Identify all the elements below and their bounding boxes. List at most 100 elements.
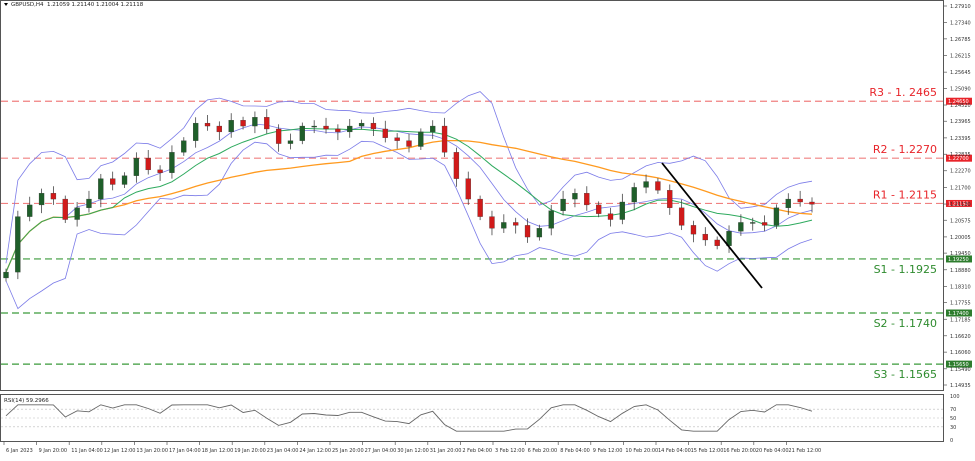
price-tick-label: 1.20575: [950, 218, 971, 224]
price-tick-label: 1.18880: [950, 268, 971, 274]
candle: [643, 181, 649, 188]
time-tick-label: 20 Feb 04:00: [756, 448, 789, 454]
candle: [441, 125, 448, 153]
candle: [524, 225, 531, 238]
time-tick-label: 31 Jan 20:00: [430, 448, 462, 454]
candle: [264, 117, 270, 130]
support-resistance-levels: R3 - 1. 2465 1.24650 R2 - 1.2270 1.22700 R1 …: [1, 86, 972, 381]
candle: [607, 213, 614, 220]
candlesticks: [3, 109, 815, 282]
candle: [560, 198, 566, 211]
time-tick-label: 25 Jan 20:00: [332, 448, 364, 454]
candle: [738, 222, 744, 232]
time-tick-label: 6 Jan 2023: [6, 448, 33, 454]
candle: [110, 178, 116, 185]
price-tick-label: 1.26785: [950, 37, 971, 43]
candle: [3, 271, 9, 279]
candle: [121, 175, 128, 185]
time-tick-label: 17 Jan 04:00: [169, 448, 201, 454]
collapse-triangle-icon[interactable]: [4, 3, 8, 6]
time-tick-label: 9 Feb 12:00: [593, 448, 623, 454]
time-tick-label: 6 Feb 20:00: [528, 448, 558, 454]
rsi-tick-label: 30: [950, 425, 956, 431]
trendline: [661, 162, 763, 289]
svg-text:1.24650: 1.24650: [948, 99, 969, 105]
candle: [86, 198, 92, 208]
candle: [15, 216, 21, 273]
price-tick-label: 1.21130: [950, 202, 971, 208]
svg-text:1.21150: 1.21150: [948, 201, 969, 207]
rsi-line: [5, 404, 813, 432]
level-label-r2: R2 - 1.2270: [873, 143, 937, 156]
rsi-tick-label: 70: [950, 407, 956, 413]
level-label-s1: S1 - 1.1925: [874, 263, 937, 276]
price-tag-s3: [946, 360, 972, 368]
candle: [74, 207, 80, 220]
main-pane-frame: [0, 0, 944, 391]
time-tick-label: 21 Feb 12:00: [788, 448, 821, 454]
rsi-indicator: 100 70 50 30 0: [1, 394, 960, 444]
rsi-label: RSI(14) 59.2966: [4, 398, 49, 404]
candle: [714, 239, 720, 246]
time-tick-label: 13 Jan 20:00: [136, 448, 168, 454]
chart-title: GBPUSD,H4 1.21059 1.21140 1.21004 1.2111…: [4, 2, 143, 8]
price-tag-s2: [946, 309, 972, 317]
price-tick-label: 1.22835: [950, 152, 971, 158]
candle: [311, 125, 317, 128]
candle: [477, 198, 483, 217]
candle: [50, 193, 57, 200]
candle: [181, 140, 187, 153]
price-axis: 1.27910 1.27340 1.26785 1.26215 1.25645 1.250…: [943, 4, 971, 389]
candle: [240, 120, 246, 127]
level-label-s3: S3 - 1.1565: [874, 368, 937, 381]
candle: [275, 128, 282, 144]
candle: [595, 204, 602, 214]
candle: [797, 198, 803, 203]
candle: [216, 125, 223, 133]
svg-text:1.22700: 1.22700: [948, 156, 969, 162]
price-tick-label: 1.15490: [950, 367, 971, 373]
price-tag-s1: [946, 255, 972, 263]
candle: [489, 216, 495, 229]
ohlc-values: 1.21059 1.21140 1.21004 1.21118: [47, 2, 144, 8]
price-tick-label: 1.22270: [950, 169, 971, 175]
candle: [501, 222, 507, 229]
candle: [98, 178, 104, 200]
candle: [252, 117, 258, 127]
candle: [667, 190, 673, 208]
rsi-tick-label: 0: [950, 438, 953, 444]
time-tick-label: 12 Jan 12:00: [104, 448, 136, 454]
price-tick-label: 1.24520: [950, 103, 971, 109]
time-tick-label: 18 Jan 12:00: [202, 448, 234, 454]
downtrend-line[interactable]: [661, 162, 763, 289]
level-label-r1: R1 - 1.2115: [873, 188, 937, 201]
price-tick-label: 1.16060: [950, 350, 971, 356]
time-tick-label: 16 Feb 20:00: [723, 448, 756, 454]
candle: [631, 187, 637, 203]
ma-fast-line: [5, 127, 813, 273]
candle: [619, 201, 626, 220]
price-tick-label: 1.27910: [950, 4, 971, 10]
candle: [358, 122, 365, 127]
price-tick-label: 1.14935: [950, 383, 971, 389]
svg-text:1.17400: 1.17400: [948, 311, 969, 317]
time-tick-label: 30 Jan 12:00: [397, 448, 429, 454]
candle: [548, 210, 554, 229]
price-tick-label: 1.23965: [950, 119, 971, 125]
bb-upper-line: [5, 91, 813, 264]
candle: [536, 228, 543, 238]
candle: [382, 128, 388, 138]
price-tag-r2: [946, 154, 972, 162]
candle: [370, 122, 377, 130]
price-tick-label: 1.26215: [950, 54, 971, 60]
time-tick-label: 3 Feb 12:00: [495, 448, 525, 454]
candle: [584, 193, 590, 206]
candle: [62, 198, 68, 220]
candle: [27, 204, 33, 217]
svg-text:1.19250: 1.19250: [948, 257, 969, 263]
candle: [335, 128, 341, 133]
candle: [773, 207, 780, 226]
price-tag-r3: [946, 97, 972, 105]
candle: [157, 169, 163, 173]
